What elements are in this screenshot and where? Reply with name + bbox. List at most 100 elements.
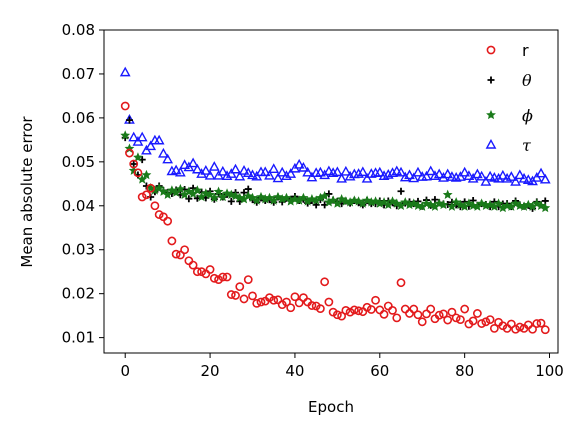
data-point bbox=[472, 309, 482, 318]
data-point bbox=[332, 310, 342, 320]
data-point bbox=[493, 172, 504, 183]
data-point bbox=[515, 322, 525, 332]
data-point bbox=[510, 176, 521, 186]
data-point bbox=[349, 305, 359, 315]
data-point bbox=[243, 275, 253, 285]
data-point bbox=[539, 173, 551, 184]
data-point bbox=[192, 267, 202, 277]
data-point bbox=[412, 166, 424, 177]
data-point bbox=[307, 301, 317, 310]
data-point bbox=[324, 297, 334, 307]
data-point bbox=[179, 159, 191, 170]
legend-marker bbox=[486, 109, 496, 120]
data-point bbox=[167, 236, 177, 246]
data-point bbox=[197, 267, 206, 277]
y-tick-label: 0.07 bbox=[62, 65, 95, 83]
data-point bbox=[345, 307, 355, 317]
data-point bbox=[120, 130, 131, 140]
y-tick-label: 0.01 bbox=[62, 329, 95, 347]
data-point bbox=[331, 166, 343, 177]
data-point bbox=[505, 171, 517, 181]
data-point bbox=[125, 148, 134, 158]
data-marks bbox=[119, 66, 551, 335]
y-axis-title: Mean absolute error bbox=[18, 116, 36, 268]
data-point bbox=[248, 291, 257, 301]
x-tick-label: 100 bbox=[535, 362, 564, 380]
data-point bbox=[293, 158, 305, 169]
data-point bbox=[320, 277, 330, 287]
data-point bbox=[238, 165, 250, 175]
data-point bbox=[192, 185, 203, 195]
data-point bbox=[463, 170, 475, 181]
data-point bbox=[383, 301, 393, 311]
x-tick-label: 0 bbox=[120, 362, 130, 380]
data-point bbox=[315, 304, 325, 314]
data-point bbox=[340, 165, 352, 176]
data-point bbox=[217, 165, 229, 176]
x-tick-label: 60 bbox=[370, 362, 389, 380]
data-point bbox=[325, 190, 333, 198]
data-point bbox=[120, 101, 130, 111]
data-point bbox=[153, 134, 165, 145]
data-point bbox=[298, 161, 309, 172]
data-point bbox=[125, 116, 133, 124]
data-point bbox=[456, 315, 465, 325]
data-point bbox=[315, 166, 326, 177]
x-tick-label: 40 bbox=[285, 362, 304, 380]
data-point bbox=[413, 310, 423, 320]
data-point bbox=[208, 161, 220, 171]
data-point bbox=[319, 190, 330, 201]
data-point bbox=[536, 318, 546, 328]
data-point bbox=[234, 170, 246, 181]
data-point bbox=[442, 168, 454, 179]
data-point bbox=[357, 166, 369, 177]
data-point bbox=[375, 305, 385, 315]
data-point bbox=[129, 159, 139, 169]
data-point bbox=[231, 291, 240, 300]
data-point bbox=[187, 157, 199, 168]
data-point bbox=[421, 170, 432, 181]
data-point bbox=[371, 295, 380, 305]
data-point bbox=[439, 309, 448, 319]
series-r bbox=[120, 101, 550, 335]
data-point bbox=[209, 273, 219, 283]
data-point bbox=[286, 303, 296, 313]
data-point bbox=[175, 250, 185, 260]
legend-label: θ bbox=[522, 71, 532, 90]
data-point bbox=[272, 172, 284, 183]
data-point bbox=[188, 260, 198, 270]
legend-marker bbox=[487, 76, 495, 84]
data-point bbox=[506, 319, 516, 329]
data-point bbox=[476, 170, 488, 181]
data-point bbox=[459, 166, 471, 177]
data-point bbox=[451, 313, 461, 323]
data-point bbox=[404, 169, 415, 180]
series-tau bbox=[119, 66, 551, 186]
data-point bbox=[382, 168, 394, 179]
data-point bbox=[180, 245, 190, 255]
data-point bbox=[485, 315, 495, 325]
data-point bbox=[273, 295, 283, 305]
data-point bbox=[417, 317, 427, 327]
data-point bbox=[422, 309, 431, 319]
y-tick-label: 0.04 bbox=[62, 197, 95, 215]
data-point bbox=[145, 140, 157, 151]
data-point bbox=[374, 166, 386, 177]
data-point bbox=[497, 169, 509, 180]
data-point bbox=[222, 272, 232, 282]
data-point bbox=[142, 190, 151, 200]
data-point bbox=[119, 66, 131, 77]
data-point bbox=[447, 307, 457, 317]
data-point bbox=[477, 319, 487, 328]
data-point bbox=[294, 298, 304, 308]
data-point bbox=[128, 131, 140, 142]
y-tick-label: 0.05 bbox=[62, 153, 95, 171]
data-point bbox=[366, 305, 376, 314]
data-point bbox=[397, 187, 405, 195]
data-point bbox=[196, 168, 207, 178]
x-axis-title: Epoch bbox=[308, 398, 354, 416]
data-point bbox=[409, 304, 419, 314]
data-point bbox=[361, 172, 373, 183]
y-tick-label: 0.02 bbox=[62, 285, 95, 303]
data-point bbox=[442, 189, 453, 199]
